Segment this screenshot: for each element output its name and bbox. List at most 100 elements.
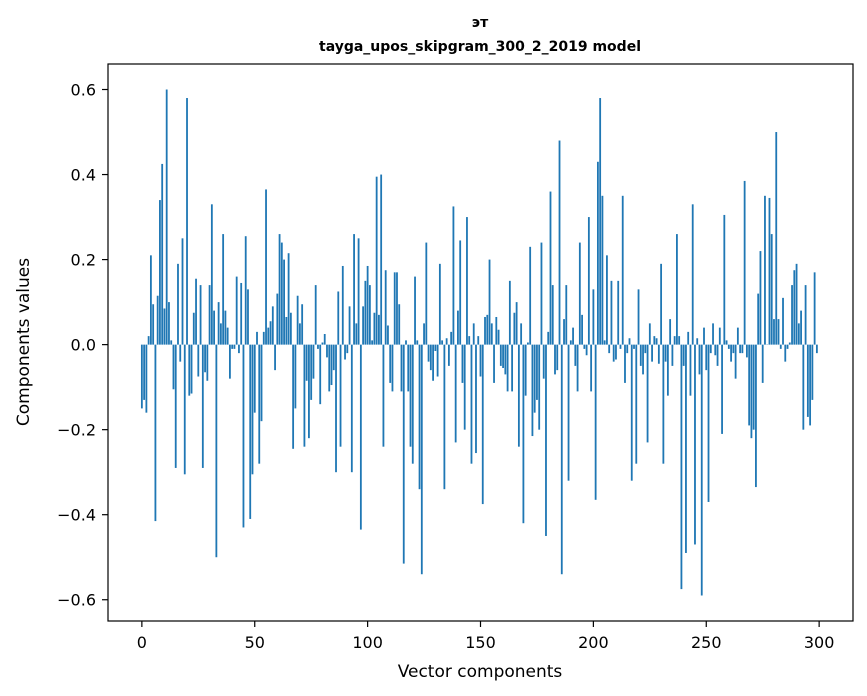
bar-58 (271, 306, 274, 345)
bar-229 (657, 344, 660, 364)
bar-6 (154, 344, 157, 522)
bar-225 (648, 323, 651, 345)
y-tick-label: −0.2 (57, 421, 96, 440)
bar-37 (224, 310, 227, 345)
bar-103 (373, 312, 376, 345)
bar-2 (145, 344, 148, 413)
bar-140 (457, 310, 459, 345)
bar-178 (542, 344, 545, 379)
bar-260 (727, 344, 730, 349)
bar-289 (793, 270, 796, 345)
bar-265 (739, 344, 742, 354)
bar-26 (199, 285, 202, 345)
bar-270 (750, 344, 753, 439)
x-tick-label: 300 (804, 633, 835, 652)
bar-191 (572, 327, 574, 345)
bar-68 (294, 344, 297, 409)
bar-173 (531, 344, 534, 437)
bar-17 (179, 344, 182, 362)
bar-74 (308, 344, 310, 439)
bar-91 (346, 344, 349, 354)
bar-150 (479, 344, 482, 377)
bar-199 (590, 344, 593, 392)
bar-52 (258, 344, 261, 464)
bar-77 (314, 285, 317, 345)
bar-7 (156, 295, 159, 345)
bar-127 (427, 344, 430, 362)
bar-263 (734, 344, 737, 379)
bar-281 (775, 132, 778, 345)
bar-261 (730, 344, 732, 362)
bar-195 (581, 314, 583, 345)
bar-192 (574, 344, 577, 366)
bar-240 (682, 344, 685, 366)
bar-89 (341, 265, 344, 345)
bar-151 (481, 344, 484, 505)
x-axis-ticks: 0 50 100 150 200 250 300 (137, 621, 835, 652)
bar-188 (565, 285, 568, 345)
bar-201 (594, 344, 597, 500)
bar-24 (195, 278, 197, 345)
bar-22 (190, 344, 193, 394)
bar-45 (242, 344, 245, 528)
bar-206 (606, 255, 608, 345)
bar-259 (725, 340, 728, 345)
bar-157 (495, 316, 498, 345)
bar-149 (477, 336, 480, 345)
bar-40 (231, 344, 234, 349)
bar-205 (603, 340, 606, 345)
x-tick-label: 250 (691, 633, 722, 652)
y-axis-label: Components values (14, 258, 34, 426)
bar-172 (529, 246, 532, 345)
bar-81 (323, 334, 326, 345)
bar-137 (450, 331, 453, 345)
bar-9 (161, 163, 164, 345)
bar-264 (736, 327, 739, 345)
bar-125 (423, 323, 425, 345)
bar-119 (409, 344, 412, 447)
bar-202 (596, 161, 599, 345)
x-axis-label: Vector components (398, 662, 563, 682)
bar-143 (463, 344, 466, 430)
bar-121 (414, 276, 416, 345)
bar-248 (700, 344, 703, 596)
bar-204 (601, 195, 604, 345)
bar-213 (621, 195, 624, 345)
bar-275 (761, 344, 764, 383)
bar-273 (757, 293, 760, 345)
y-tick-label: 0.0 (71, 336, 96, 355)
bar-177 (540, 242, 543, 345)
bar-42 (235, 276, 238, 345)
bar-5 (152, 304, 155, 345)
bar-224 (646, 344, 649, 443)
bar-101 (368, 285, 371, 345)
bar-16 (177, 263, 179, 345)
bar-268 (745, 344, 748, 358)
x-tick-label: 50 (245, 633, 265, 652)
bar-138 (452, 206, 455, 345)
bar-196 (583, 344, 586, 349)
bar-46 (244, 236, 247, 345)
bar-227 (653, 336, 656, 345)
bar-85 (332, 344, 335, 371)
bar-285 (784, 344, 787, 362)
bar-12 (168, 302, 170, 345)
bar-144 (466, 217, 468, 345)
bar-21 (188, 344, 191, 396)
bar-65 (287, 253, 290, 345)
bars-group (140, 89, 818, 596)
bar-112 (393, 272, 396, 345)
bar-164 (511, 344, 514, 392)
bar-251 (707, 344, 710, 502)
bar-253 (712, 323, 714, 345)
bar-175 (536, 344, 538, 400)
bar-120 (411, 344, 414, 464)
bar-139 (454, 344, 457, 443)
bar-254 (714, 344, 717, 356)
bar-297 (811, 344, 814, 400)
bar-166 (515, 302, 518, 345)
bar-168 (520, 323, 523, 345)
bar-79 (319, 344, 322, 405)
bar-93 (350, 344, 353, 473)
bar-63 (283, 259, 285, 345)
